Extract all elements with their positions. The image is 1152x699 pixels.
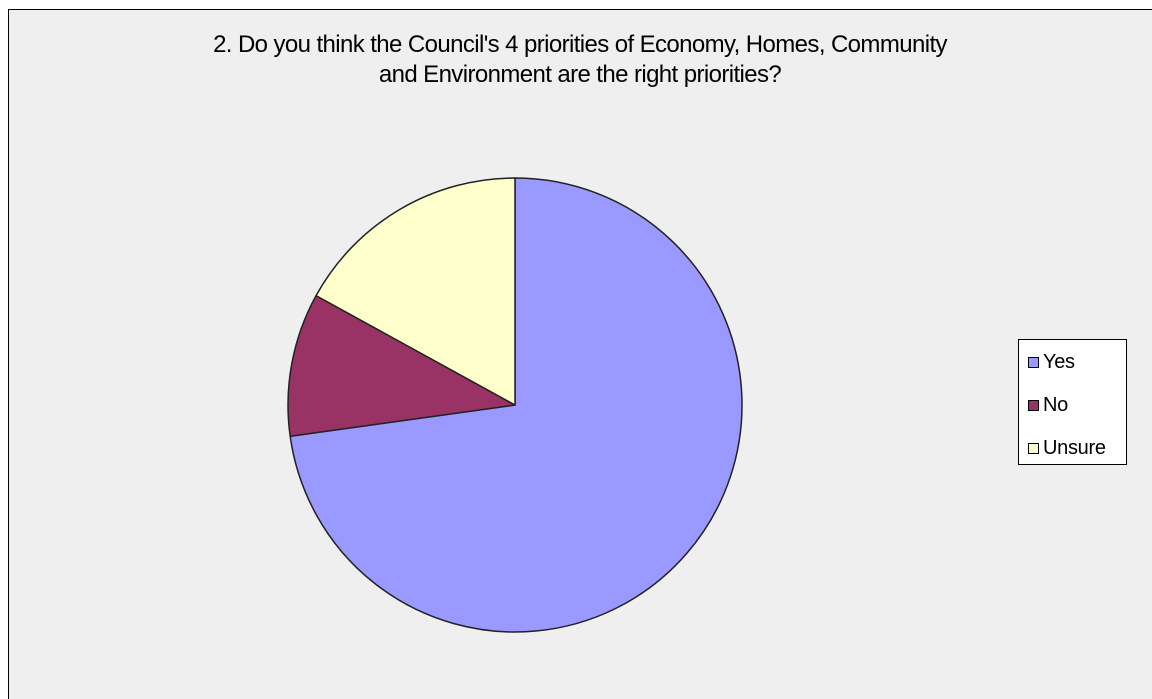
legend-swatch-yes — [1028, 357, 1039, 368]
legend: Yes No Unsure — [1018, 339, 1127, 465]
pie-chart — [0, 0, 1152, 684]
legend-label-unsure: Unsure — [1043, 437, 1106, 460]
legend-item-no: No — [1028, 393, 1068, 417]
legend-label-yes: Yes — [1043, 351, 1075, 374]
legend-swatch-unsure — [1028, 443, 1039, 454]
legend-item-yes: Yes — [1028, 350, 1075, 374]
legend-swatch-no — [1028, 400, 1039, 411]
legend-label-no: No — [1043, 394, 1068, 417]
legend-item-unsure: Unsure — [1028, 436, 1106, 460]
